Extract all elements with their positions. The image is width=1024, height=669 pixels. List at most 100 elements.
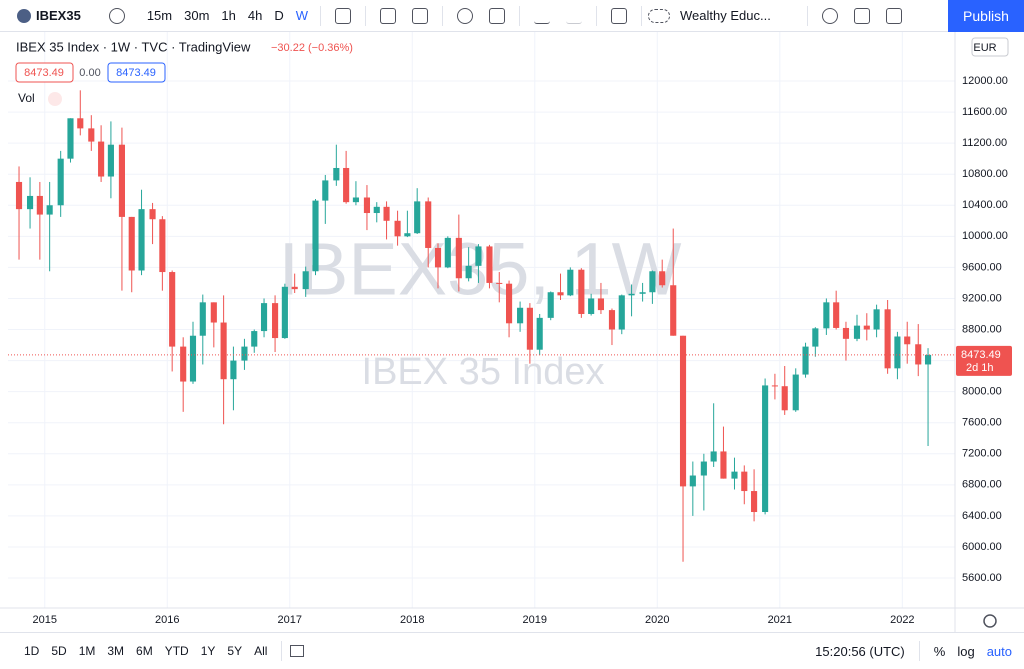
candle-body — [46, 205, 53, 215]
candle-body — [618, 295, 625, 330]
settings-button[interactable] — [821, 7, 838, 24]
date-ranges: 1D 5D 1M 3M 6M YTD 1Y 5Y All — [18, 644, 273, 658]
separator — [442, 5, 444, 26]
candle-body — [731, 471, 738, 479]
candle-body — [128, 216, 135, 271]
candle-body — [98, 141, 105, 177]
replay-button[interactable] — [489, 7, 506, 24]
candle-body — [465, 265, 472, 279]
goto-date-button[interactable] — [290, 645, 305, 657]
y-tick-label: 11200.00 — [962, 137, 1007, 149]
compare-button[interactable] — [108, 7, 125, 24]
candle-body — [792, 374, 799, 411]
interval-button[interactable]: 15m — [146, 7, 173, 23]
candle-body — [373, 206, 380, 214]
candle-body — [475, 246, 482, 266]
interval-button[interactable]: D — [274, 7, 284, 23]
x-tick-label: 2016 — [155, 614, 179, 626]
redo-button[interactable] — [566, 8, 583, 24]
range-button[interactable]: 3M — [107, 644, 125, 658]
candle-body — [506, 283, 513, 324]
range-button[interactable]: All — [254, 644, 268, 658]
currency[interactable]: EUR — [973, 42, 996, 54]
candle-body — [312, 200, 319, 272]
candle-body — [536, 317, 543, 350]
candle-body — [67, 118, 74, 159]
log-toggle[interactable]: log — [957, 643, 975, 659]
candle-body — [762, 385, 769, 513]
interval-button[interactable]: 4h — [247, 7, 263, 23]
candle-body — [352, 197, 359, 203]
ask-box — [107, 62, 166, 83]
volume-warning[interactable] — [48, 92, 62, 106]
layout-name[interactable]: Wealthy Educ... — [680, 7, 771, 23]
candle-body — [220, 322, 227, 380]
auto-toggle[interactable]: auto — [986, 643, 1012, 659]
range-button[interactable]: 5D — [51, 644, 67, 658]
candle-body — [260, 303, 268, 332]
legend-change: −30.22 (−0.36%) — [271, 42, 353, 54]
publish-button[interactable]: Publish — [948, 0, 1024, 32]
candle-body — [751, 491, 758, 513]
candle-body — [547, 292, 554, 318]
candle-body — [414, 201, 421, 234]
candle-body — [251, 331, 258, 347]
range-button[interactable]: YTD — [164, 644, 189, 658]
y-tick-label: 6800.00 — [962, 479, 1002, 491]
candle-body — [741, 471, 748, 492]
candle-body — [873, 309, 880, 330]
last-price-label: 8473.49 — [961, 349, 1001, 361]
snapshot-button[interactable] — [885, 7, 902, 24]
fullscreen-layout-button[interactable] — [611, 7, 628, 24]
candle-body — [496, 282, 503, 284]
candle-body — [333, 167, 340, 181]
y-tick-label: 9600.00 — [962, 261, 1002, 273]
candle-body — [842, 327, 850, 339]
templates-button[interactable] — [412, 7, 429, 24]
candle-body — [639, 292, 646, 294]
candle-body — [88, 128, 95, 142]
interval-button[interactable]: W — [295, 7, 309, 23]
candle-body — [608, 310, 616, 330]
range-button[interactable]: 1Y — [200, 644, 216, 658]
range-button[interactable]: 1M — [78, 644, 96, 658]
alert-button[interactable] — [457, 7, 474, 24]
currency-box[interactable] — [971, 37, 1009, 57]
y-tick-label: 6000.00 — [962, 541, 1002, 553]
candle-body — [394, 220, 401, 237]
candle-body — [823, 302, 830, 329]
candle-body — [649, 271, 656, 293]
candle-body — [363, 197, 371, 214]
candle-body — [159, 219, 166, 273]
candle-body — [567, 269, 574, 296]
symbol[interactable]: IBEX35 — [36, 7, 81, 23]
percent-toggle[interactable]: % — [933, 643, 946, 659]
undo-button[interactable] — [534, 8, 551, 24]
y-tick-label: 10800.00 — [962, 168, 1008, 180]
y-tick-label: 5600.00 — [962, 572, 1002, 584]
interval-button[interactable]: 30m — [184, 7, 210, 23]
x-tick-label: 2022 — [890, 614, 914, 626]
candle-body — [291, 286, 298, 290]
candle-body — [812, 328, 819, 347]
range-button[interactable]: 5Y — [227, 644, 243, 658]
fullscreen-button[interactable] — [853, 7, 870, 24]
candle-body — [670, 285, 677, 336]
indicators-button[interactable] — [380, 7, 397, 24]
candle-body — [781, 386, 788, 411]
separator — [806, 5, 808, 26]
settings-icon[interactable] — [983, 614, 997, 628]
candle-body — [904, 336, 911, 345]
candle-body — [36, 195, 43, 215]
bottom-bar: 1D 5D 1M 3M 6M YTD 1Y 5Y All 15:20:56 (UTC) % lo… — [0, 632, 1024, 669]
chart-type-button[interactable] — [335, 7, 352, 24]
range-button[interactable]: 1D — [24, 644, 40, 658]
candle-body — [578, 269, 585, 314]
candle-body — [455, 237, 462, 279]
clock: 15:20:56 (UTC) — [815, 643, 905, 659]
range-button[interactable]: 6M — [136, 644, 153, 658]
y-tick-label: 7200.00 — [962, 448, 1002, 460]
bid: 8473.49 — [24, 67, 64, 79]
interval-button[interactable]: 1h — [221, 7, 236, 23]
candle-body — [15, 181, 23, 210]
